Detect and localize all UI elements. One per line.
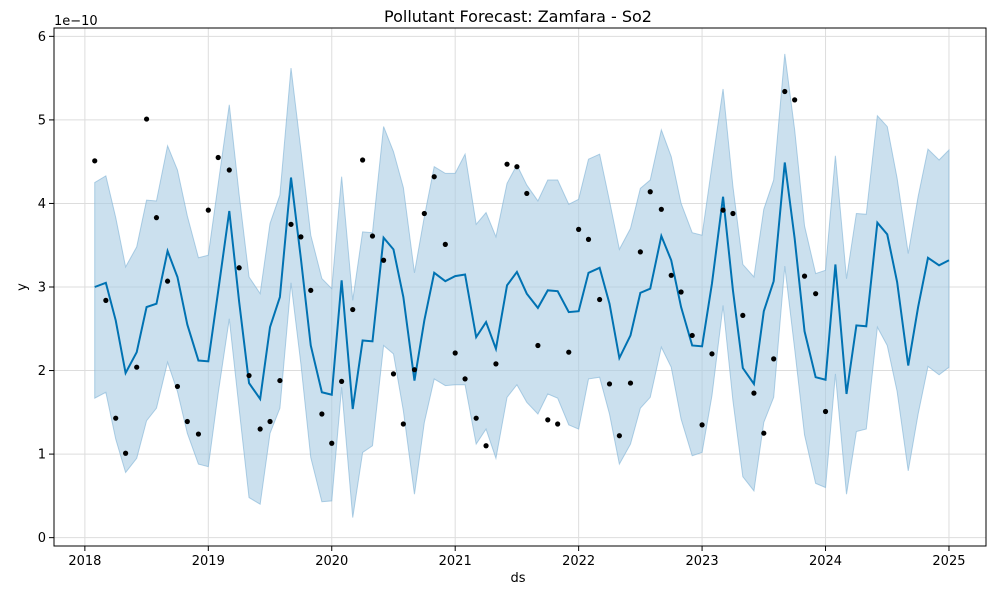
y-tick-label: 5 (38, 113, 46, 128)
y-tick-label: 2 (38, 364, 46, 379)
actual-point (658, 206, 664, 212)
actual-point (637, 249, 643, 255)
actual-point (400, 421, 406, 427)
actual-point (236, 265, 242, 271)
x-tick-label: 2022 (562, 554, 595, 569)
actual-point (174, 383, 181, 390)
y-tick-label: 4 (38, 197, 46, 212)
actual-point (616, 433, 622, 439)
actual-point (709, 351, 715, 357)
actual-point (606, 381, 613, 387)
actual-point (267, 418, 273, 425)
actual-point (195, 431, 202, 437)
actual-point (308, 287, 314, 293)
actual-point (585, 236, 592, 242)
actual-point (678, 289, 684, 295)
x-tick-label: 2025 (932, 554, 965, 569)
actual-point (205, 207, 211, 213)
actual-point (771, 356, 777, 362)
actual-point (442, 241, 448, 247)
actual-point (277, 377, 283, 384)
x-axis-label: ds (510, 571, 525, 586)
actual-point (421, 210, 427, 217)
x-tick-label: 2021 (439, 554, 472, 569)
actual-point (730, 210, 736, 217)
actual-point (545, 417, 551, 423)
y-tick-label: 0 (38, 531, 46, 546)
actual-point (113, 415, 119, 421)
x-tick-label: 2023 (686, 554, 719, 569)
actual-point (164, 278, 171, 284)
actual-point (122, 450, 129, 456)
actual-point (668, 272, 674, 278)
actual-point (566, 349, 572, 355)
actual-point (369, 233, 376, 239)
actual-point (504, 161, 510, 167)
y-tick-label: 3 (38, 281, 46, 296)
actual-point (103, 297, 109, 303)
actual-point (329, 440, 335, 446)
x-tick-label: 2018 (68, 554, 101, 569)
actual-point (134, 364, 140, 370)
actual-point (288, 221, 294, 227)
actual-point (740, 312, 746, 319)
actual-point (483, 443, 489, 449)
x-tick-label: 2019 (192, 554, 225, 569)
actual-point (627, 380, 634, 386)
x-tick-label: 2024 (809, 554, 842, 569)
y-scale-label: 1e−10 (54, 14, 98, 29)
actual-point (535, 342, 541, 349)
actual-point (339, 378, 345, 385)
actual-point (452, 350, 458, 356)
actual-point (514, 164, 520, 170)
actual-point (215, 154, 221, 161)
actual-point (380, 257, 387, 263)
actual-point (257, 426, 263, 432)
chart-title: Pollutant Forecast: Zamfara - So2 (384, 7, 652, 26)
actual-point (576, 226, 582, 232)
actual-point (792, 97, 798, 103)
actual-point (822, 408, 829, 415)
actual-point (431, 174, 437, 180)
x-tick-label: 2020 (315, 554, 348, 569)
actual-point (350, 306, 356, 313)
actual-point (524, 190, 530, 197)
actual-point (751, 390, 757, 396)
y-tick-label: 6 (38, 30, 46, 45)
y-tick-label: 1 (38, 448, 46, 463)
actual-point (761, 430, 767, 436)
actual-point (184, 418, 190, 425)
actual-point (555, 421, 561, 427)
actual-point (689, 332, 695, 339)
actual-point (226, 167, 232, 173)
actual-point (92, 158, 98, 164)
actual-point (720, 207, 726, 213)
actual-point (411, 367, 418, 373)
actual-point (782, 88, 788, 95)
x-axis: 2018 2019 2020 2021 2022 2023 2024 2025 (68, 546, 966, 569)
actual-point (153, 215, 160, 221)
actual-point (462, 376, 468, 382)
actual-point (699, 422, 705, 428)
actual-point (143, 116, 150, 122)
y-axis-label: y (15, 283, 30, 291)
actual-point (246, 372, 252, 379)
actual-point (597, 296, 603, 303)
actual-points (92, 88, 829, 456)
y-axis: 0 1 2 3 4 5 6 (38, 30, 54, 546)
actual-point (813, 291, 819, 297)
actual-point (801, 273, 808, 279)
uncertainty-band (94, 53, 950, 518)
actual-point (493, 361, 499, 367)
actual-point (319, 411, 325, 417)
actual-point (298, 234, 304, 240)
actual-point (360, 157, 366, 163)
actual-point (473, 415, 479, 421)
forecast-line (94, 162, 950, 410)
actual-point (390, 371, 397, 377)
actual-point (647, 189, 653, 195)
